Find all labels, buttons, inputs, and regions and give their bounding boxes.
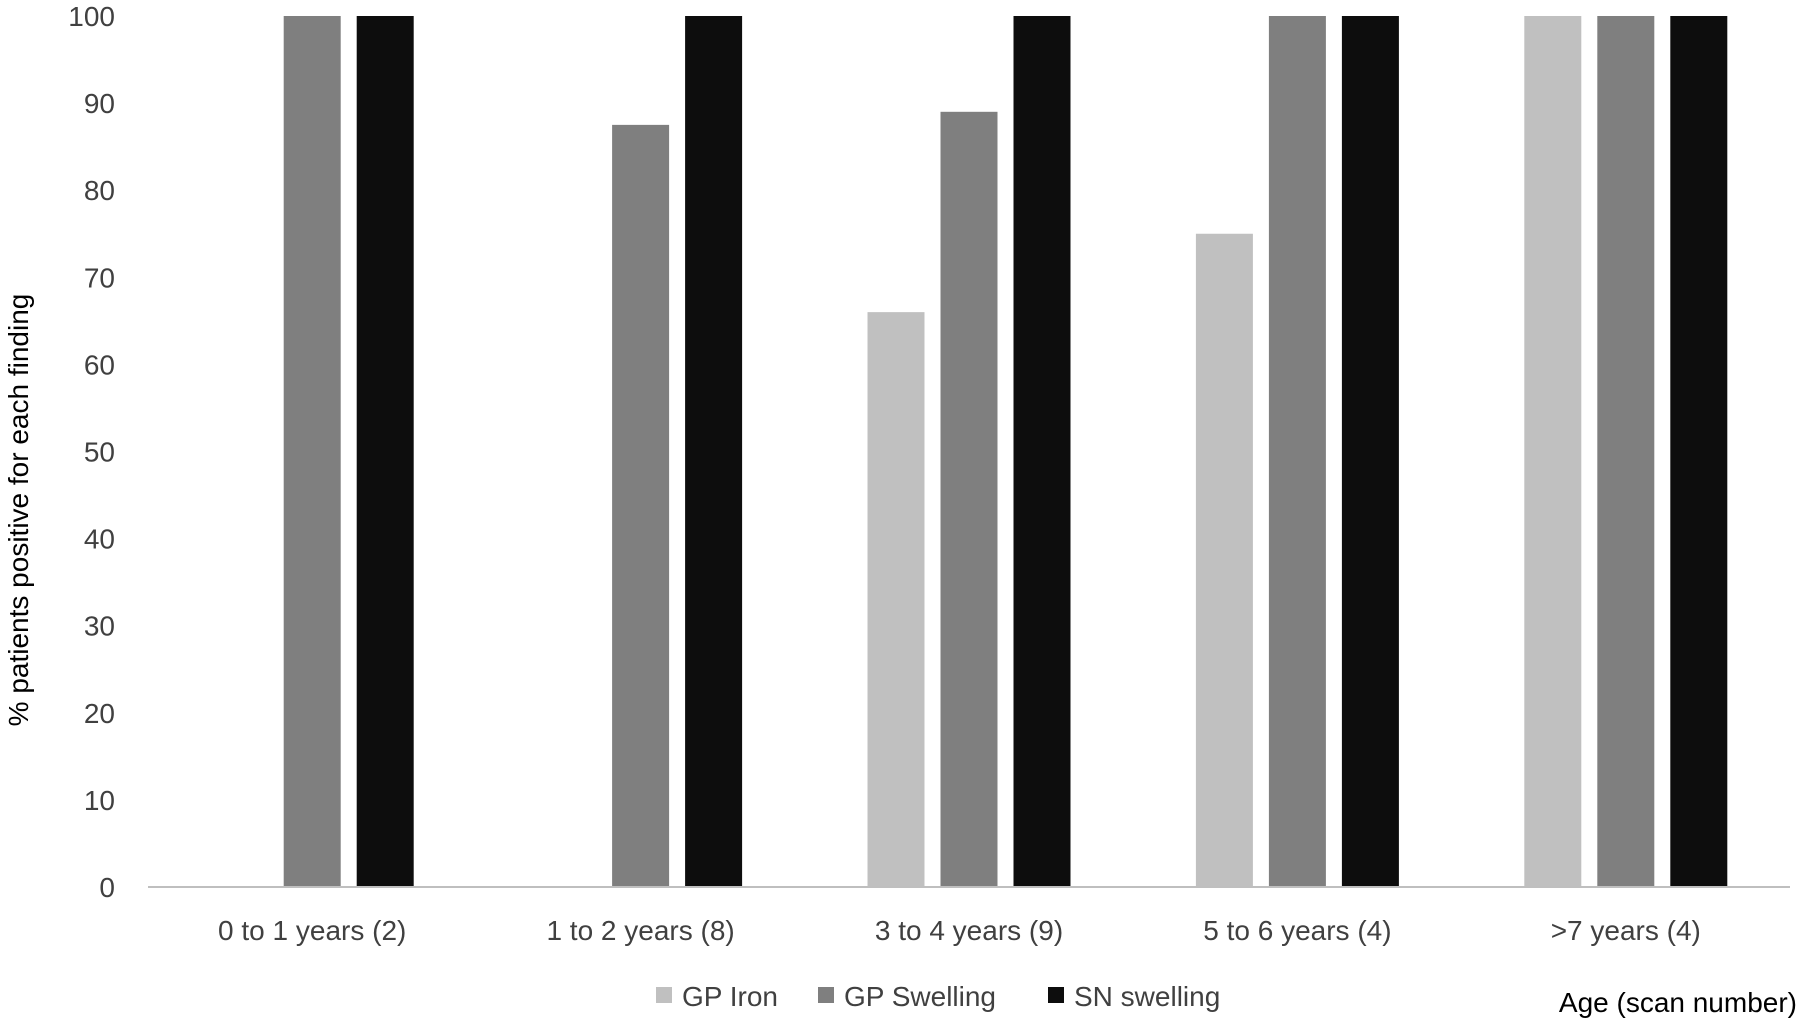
legend-swatch-sn-swelling — [1048, 987, 1064, 1003]
y-tick-label: 10 — [84, 785, 115, 816]
bar-gp-iron-2 — [867, 312, 925, 887]
bar-sn-swelling-2 — [1013, 16, 1071, 887]
y-axis-title: % patients positive for each finding — [3, 294, 34, 727]
bar-sn-swelling-4 — [1670, 16, 1728, 887]
y-tick-label: 0 — [99, 872, 115, 903]
bar-sn-swelling-0 — [356, 16, 414, 887]
bar-gp-swelling-2 — [940, 111, 998, 887]
bar-sn-swelling-3 — [1341, 16, 1399, 887]
y-tick-label: 40 — [84, 524, 115, 555]
legend-swatch-gp-swelling — [818, 987, 834, 1003]
x-tick-label: >7 years (4) — [1551, 915, 1701, 946]
chart-bars — [283, 16, 1728, 887]
bar-gp-iron-3 — [1195, 233, 1253, 887]
y-tick-label: 100 — [68, 1, 115, 32]
legend-label: GP Iron — [682, 981, 778, 1012]
y-tick-label: 50 — [84, 437, 115, 468]
bar-gp-swelling-0 — [283, 16, 341, 887]
legend-label: GP Swelling — [844, 981, 996, 1012]
x-tick-label: 5 to 6 years (4) — [1203, 915, 1391, 946]
y-tick-label: 30 — [84, 611, 115, 642]
y-tick-label: 80 — [84, 175, 115, 206]
legend-label: SN swelling — [1074, 981, 1220, 1012]
x-axis-title: Age (scan number) — [1559, 987, 1797, 1018]
x-tick-label: 1 to 2 years (8) — [546, 915, 734, 946]
x-tick-label: 0 to 1 years (2) — [218, 915, 406, 946]
y-axis-ticks: 0 10 20 30 40 50 60 70 80 90 100 — [68, 1, 115, 903]
bar-gp-swelling-4 — [1597, 16, 1655, 887]
y-tick-label: 90 — [84, 88, 115, 119]
legend: GP Iron GP Swelling SN swelling — [656, 981, 1220, 1012]
bar-gp-swelling-3 — [1268, 16, 1326, 887]
y-tick-label: 60 — [84, 349, 115, 380]
bar-sn-swelling-1 — [685, 16, 743, 887]
legend-swatch-gp-iron — [656, 987, 672, 1003]
y-tick-label: 20 — [84, 698, 115, 729]
bar-gp-iron-4 — [1524, 16, 1582, 887]
x-axis-ticks: 0 to 1 years (2) 1 to 2 years (8) 3 to 4 y… — [218, 915, 1701, 946]
x-tick-label: 3 to 4 years (9) — [875, 915, 1063, 946]
y-tick-label: 70 — [84, 262, 115, 293]
bar-gp-swelling-1 — [612, 124, 670, 887]
